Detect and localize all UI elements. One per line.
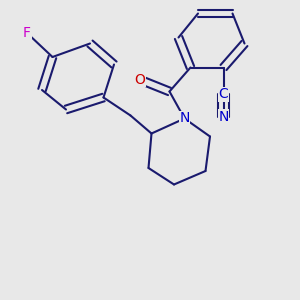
Text: N: N xyxy=(218,110,229,124)
Text: O: O xyxy=(134,73,145,86)
Text: C: C xyxy=(219,88,228,101)
Text: F: F xyxy=(23,26,31,40)
Text: N: N xyxy=(179,112,190,125)
